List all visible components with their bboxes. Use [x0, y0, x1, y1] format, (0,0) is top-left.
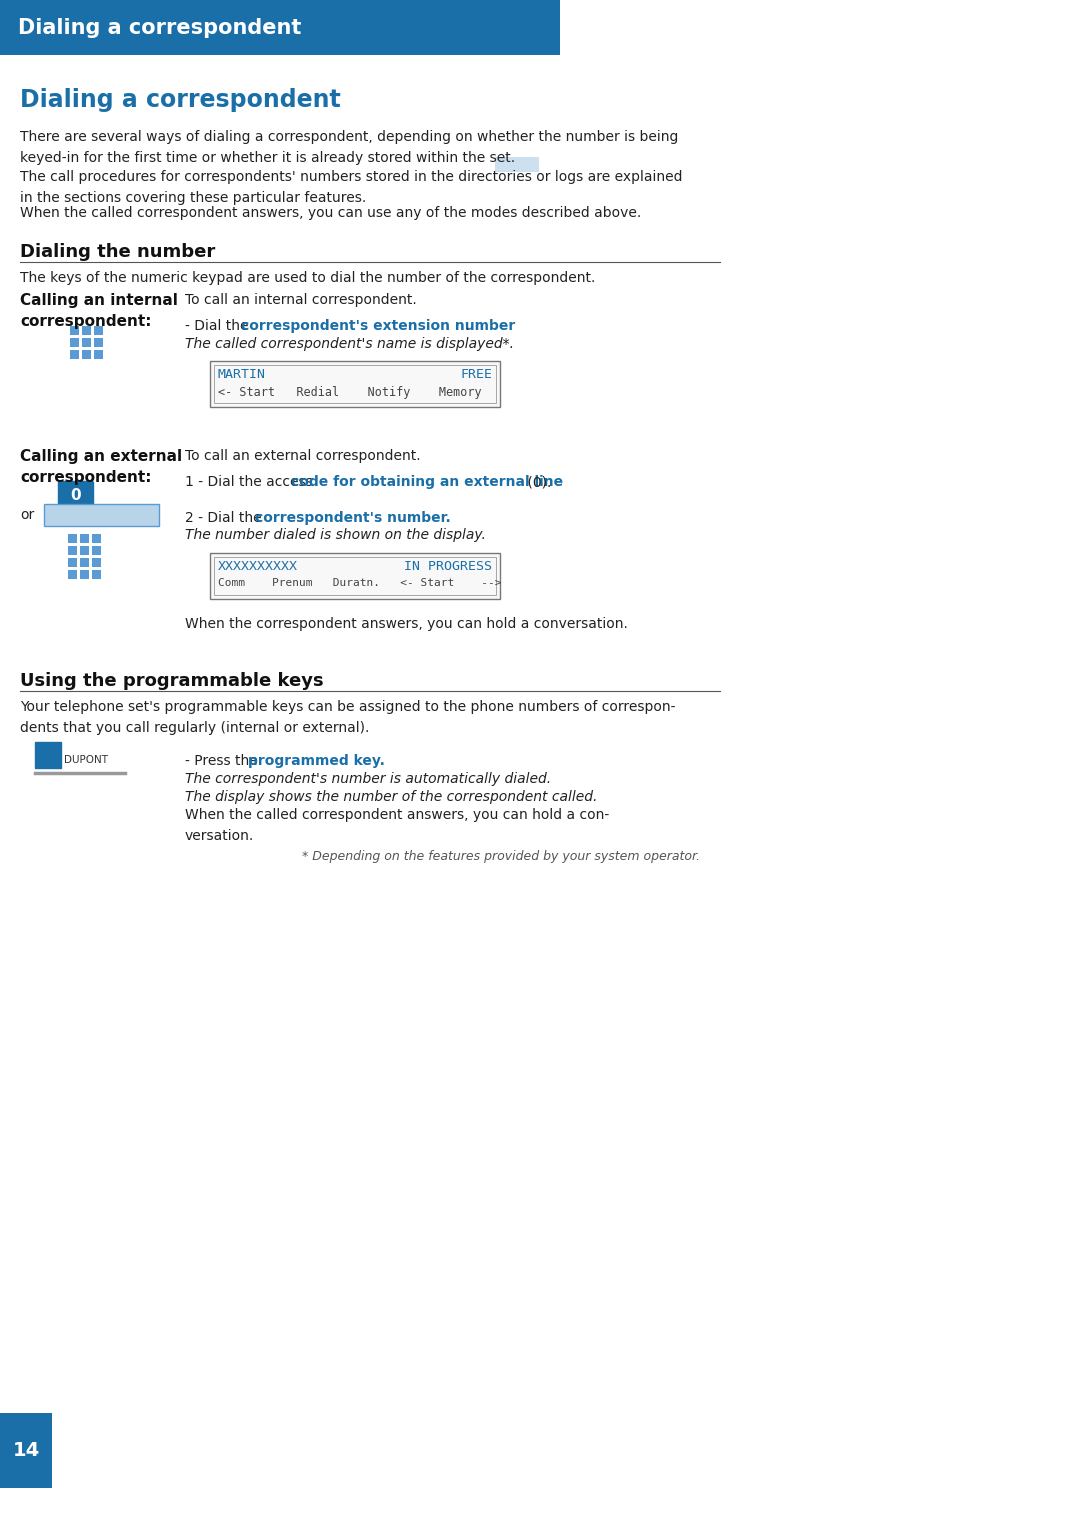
Text: 1 - Dial the access: 1 - Dial the access: [185, 475, 318, 489]
FancyBboxPatch shape: [80, 545, 89, 555]
Text: Dialing a correspondent: Dialing a correspondent: [21, 89, 341, 112]
Text: <- Start   Redial    Notify    Memory: <- Start Redial Notify Memory: [218, 387, 482, 399]
Text: .: .: [464, 319, 469, 333]
Text: The correspondent's number is automatically dialed.: The correspondent's number is automatica…: [185, 772, 551, 785]
Text: 14: 14: [12, 1441, 40, 1459]
Text: or: or: [21, 507, 35, 523]
Text: Calling an external
correspondent:: Calling an external correspondent:: [21, 449, 183, 484]
FancyBboxPatch shape: [210, 361, 500, 406]
FancyBboxPatch shape: [70, 338, 79, 347]
Text: To call an external correspondent.: To call an external correspondent.: [185, 449, 420, 463]
Text: When the called correspondent answers, you can use any of the modes described ab: When the called correspondent answers, y…: [21, 206, 642, 220]
FancyBboxPatch shape: [92, 545, 102, 555]
FancyBboxPatch shape: [80, 570, 89, 579]
Text: XXXXXXXXXX: XXXXXXXXXX: [218, 559, 298, 573]
FancyBboxPatch shape: [80, 558, 89, 567]
Text: code for obtaining an external line: code for obtaining an external line: [291, 475, 563, 489]
FancyBboxPatch shape: [94, 325, 103, 335]
Text: DUPONT: DUPONT: [64, 755, 108, 766]
FancyBboxPatch shape: [94, 338, 103, 347]
FancyBboxPatch shape: [82, 350, 91, 359]
FancyBboxPatch shape: [35, 743, 60, 769]
Text: The number dialed is shown on the display.: The number dialed is shown on the displa…: [185, 529, 486, 542]
Text: IN PROGRESS: IN PROGRESS: [404, 559, 492, 573]
FancyBboxPatch shape: [94, 350, 103, 359]
FancyBboxPatch shape: [92, 570, 102, 579]
FancyBboxPatch shape: [82, 325, 91, 335]
Text: (0).: (0).: [523, 475, 552, 489]
Text: correspondent's extension number: correspondent's extension number: [241, 319, 515, 333]
FancyBboxPatch shape: [70, 350, 79, 359]
FancyBboxPatch shape: [68, 545, 77, 555]
FancyBboxPatch shape: [70, 325, 79, 335]
FancyBboxPatch shape: [210, 553, 500, 599]
Text: - Dial the: - Dial the: [185, 319, 253, 333]
Text: The keys of the numeric keypad are used to dial the number of the correspondent.: The keys of the numeric keypad are used …: [21, 270, 595, 286]
Text: When the correspondent answers, you can hold a conversation.: When the correspondent answers, you can …: [185, 617, 627, 631]
Text: To call an internal correspondent.: To call an internal correspondent.: [185, 293, 417, 307]
Text: Your telephone set's programmable keys can be assigned to the phone numbers of c: Your telephone set's programmable keys c…: [21, 700, 675, 735]
FancyBboxPatch shape: [44, 504, 159, 526]
FancyBboxPatch shape: [68, 533, 77, 542]
Text: FREE: FREE: [460, 368, 492, 380]
FancyBboxPatch shape: [495, 157, 539, 173]
Text: Comm    Prenum   Duratn.   <- Start    -->: Comm Prenum Duratn. <- Start -->: [218, 578, 501, 588]
Text: When the called correspondent answers, you can hold a con-
versation.: When the called correspondent answers, y…: [185, 808, 609, 842]
FancyBboxPatch shape: [68, 558, 77, 567]
Text: - Press the: - Press the: [185, 753, 262, 769]
FancyBboxPatch shape: [80, 533, 89, 542]
Text: MARTIN: MARTIN: [218, 368, 266, 380]
FancyBboxPatch shape: [0, 0, 561, 55]
FancyBboxPatch shape: [0, 1413, 52, 1488]
Text: 0: 0: [70, 487, 81, 503]
Text: There are several ways of dialing a correspondent, depending on whether the numb: There are several ways of dialing a corr…: [21, 130, 678, 165]
Text: The called correspondent's name is displayed*.: The called correspondent's name is displ…: [185, 338, 514, 351]
Text: Using the programmable keys: Using the programmable keys: [21, 672, 324, 691]
Text: The call procedures for correspondents' numbers stored in the directories or log: The call procedures for correspondents' …: [21, 170, 683, 205]
Text: Calling an internal
correspondent:: Calling an internal correspondent:: [21, 293, 178, 329]
Text: Dialing the number: Dialing the number: [21, 243, 215, 261]
FancyBboxPatch shape: [92, 533, 102, 542]
Text: * Depending on the features provided by your system operator.: * Depending on the features provided by …: [302, 850, 700, 863]
FancyBboxPatch shape: [68, 570, 77, 579]
Text: Dialing a correspondent: Dialing a correspondent: [18, 18, 301, 38]
FancyBboxPatch shape: [58, 481, 94, 509]
Text: programmed key.: programmed key.: [248, 753, 384, 769]
FancyBboxPatch shape: [92, 558, 102, 567]
Text: The display shows the number of the correspondent called.: The display shows the number of the corr…: [185, 790, 597, 804]
Text: 2 - Dial the: 2 - Dial the: [185, 510, 266, 526]
FancyBboxPatch shape: [82, 338, 91, 347]
Text: correspondent's number.: correspondent's number.: [255, 510, 450, 526]
